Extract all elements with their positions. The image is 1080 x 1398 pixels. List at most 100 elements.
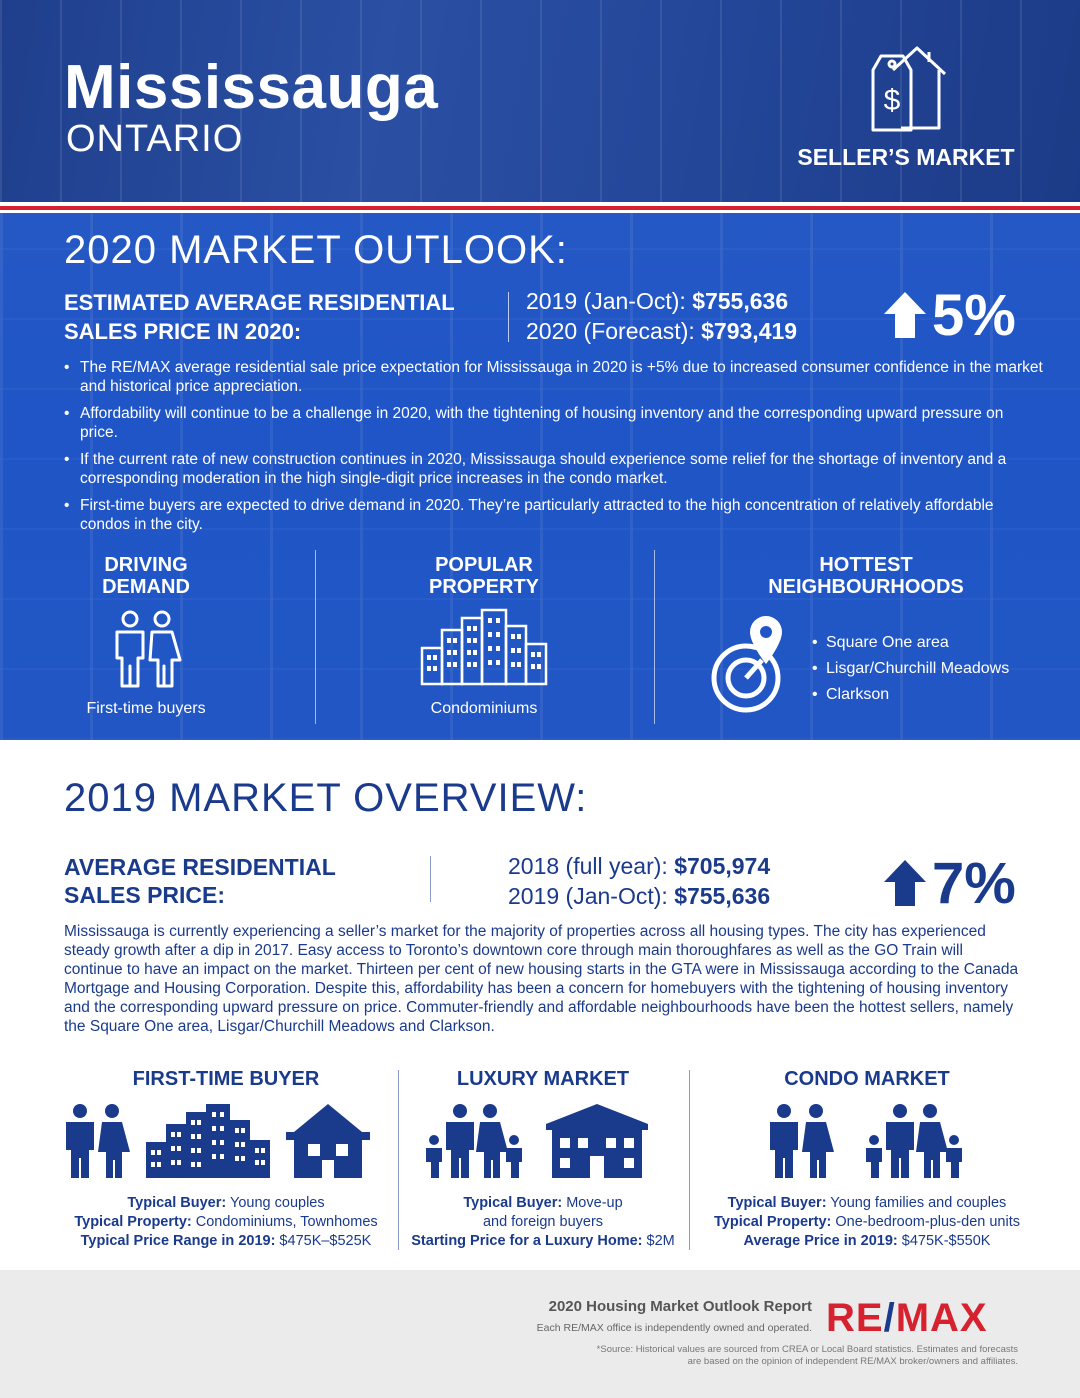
overview-price-2018: 2018 (full year): $705,974: [508, 853, 770, 880]
info-label: Average Price in 2019:: [743, 1233, 898, 1249]
driving-demand-heading-line1: DRIVING: [104, 554, 188, 576]
family-icon: [426, 1104, 522, 1178]
hottest-heading-line2: NEIGHBOURHOODS: [768, 576, 964, 598]
ownership-note: Each RE/MAX office is independently owne…: [536, 1322, 812, 1334]
luxury-house-icon: [546, 1104, 648, 1178]
driving-demand-caption: First-time buyers: [86, 700, 206, 717]
outlook-price-2020-label: 2020 (Forecast):: [526, 318, 702, 344]
outlook-bullet: The RE/MAX average residential sale pric…: [64, 358, 1044, 396]
luxury-typical-buyer-cont: and foreign buyers: [482, 1214, 604, 1230]
price-tag-house-icon: $: [871, 46, 947, 132]
svg-text:$: $: [884, 84, 901, 117]
neighbourhood-item: Clarkson: [812, 686, 1009, 704]
overview-price-2019-label: 2019 (Jan-Oct):: [508, 883, 675, 909]
source-note: *Source: Historical values are sourced f…: [440, 1344, 1018, 1368]
outlook-bullet: First-time buyers are expected to drive …: [64, 496, 1044, 534]
outlook-estimate-label-line1: ESTIMATED AVERAGE RESIDENTIAL: [64, 290, 455, 315]
luxury-market-info: Typical Buyer: Move-up and foreign buyer…: [400, 1194, 686, 1251]
source-note-line2: are based on the opinion of independent …: [687, 1356, 1018, 1367]
header-banner: [0, 0, 1080, 202]
condo-market-info: Typical Buyer: Young families and couple…: [700, 1194, 1034, 1251]
up-arrow-icon: [884, 860, 926, 906]
luxury-market-icons: [426, 1104, 648, 1178]
first-time-buyer-icons: [66, 1104, 370, 1178]
condo-buildings-icon: [420, 608, 548, 686]
first-time-buyer-info: Typical Buyer: Young couples Typical Pro…: [54, 1194, 398, 1251]
header-stripe-white: [0, 202, 1080, 206]
overview-avg-label-line2: SALES PRICE:: [64, 882, 226, 908]
condo-market-icons: [770, 1104, 962, 1178]
hottest-neighbourhoods-list: Square One area Lisgar/Churchill Meadows…: [812, 634, 1009, 712]
driving-demand-heading-line2: DEMAND: [102, 576, 190, 598]
overview-divider: [430, 856, 431, 902]
outlook-divider: [508, 292, 509, 342]
driving-demand-heading: DRIVING DEMAND: [60, 554, 232, 598]
first-time-buyer-price-range: Typical Price Range in 2019: $475K–$525K: [54, 1232, 398, 1251]
overview-price-2019: 2019 (Jan-Oct): $755,636: [508, 883, 770, 910]
info-value: $475K-$550K: [897, 1233, 991, 1249]
info-label: Typical Price Range in 2019:: [80, 1233, 276, 1249]
up-arrow-icon: [884, 292, 926, 338]
luxury-market-heading: LUXURY MARKET: [456, 1068, 630, 1090]
condo-market-heading: CONDO MARKET: [784, 1068, 950, 1090]
outlook-column-divider: [654, 550, 655, 724]
source-note-line1: *Source: Historical values are sourced f…: [596, 1344, 1018, 1355]
city-title: Mississauga: [64, 53, 439, 122]
footer: [0, 1270, 1080, 1398]
overview-avg-label: AVERAGE RESIDENTIAL SALES PRICE:: [64, 853, 336, 909]
popular-property-heading: POPULAR PROPERTY: [398, 554, 570, 598]
popular-property-caption: Condominiums: [430, 700, 538, 717]
luxury-typical-buyer: Typical Buyer: Move-up: [400, 1194, 686, 1213]
outlook-bullet: Affordability will continue to be a chal…: [64, 404, 1044, 442]
info-label: Starting Price for a Luxury Home:: [411, 1233, 643, 1249]
info-label: Typical Buyer:: [463, 1195, 563, 1211]
overview-price-2018-value: $705,974: [674, 853, 771, 879]
outlook-price-2019: 2019 (Jan-Oct): $755,636: [526, 288, 788, 315]
outlook-change-percent: 5%: [932, 283, 1016, 348]
townhouse-icon: [286, 1104, 370, 1178]
info-label: Typical Property:: [714, 1214, 832, 1230]
info-value: One-bedroom-plus-den units: [831, 1214, 1020, 1230]
first-time-buyer-typical-buyer: Typical Buyer: Young couples: [54, 1194, 398, 1213]
market-type-label: SELLER’S MARKET: [797, 144, 1015, 170]
outlook-price-2020-value: $793,419: [701, 318, 798, 344]
info-value: Young couples: [226, 1195, 325, 1211]
location-target-icon: [711, 616, 782, 713]
outlook-price-2019-label: 2019 (Jan-Oct):: [526, 288, 693, 314]
report-title: 2020 Housing Market Outlook Report: [548, 1298, 812, 1315]
luxury-starting-price: Starting Price for a Luxury Home: $2M: [400, 1232, 686, 1251]
overview-price-2019-value: $755,636: [674, 883, 771, 909]
province-title: ONTARIO: [66, 118, 244, 160]
header-stripe-white-2: [0, 210, 1080, 213]
first-time-buyer-heading: FIRST-TIME BUYER: [132, 1068, 320, 1090]
info-value: Young families and couples: [826, 1195, 1007, 1211]
hottest-heading-line1: HOTTEST: [819, 554, 913, 576]
info-value: $2M: [642, 1233, 675, 1249]
outlook-bullet-list: The RE/MAX average residential sale pric…: [64, 358, 1044, 542]
neighbourhood-item: Square One area: [812, 634, 1009, 652]
outlook-column-divider: [315, 550, 316, 724]
popular-property-heading-line2: PROPERTY: [428, 576, 540, 598]
outlook-estimate-label-line2: SALES PRICE IN 2020:: [64, 319, 302, 344]
hottest-neighbourhoods-heading: HOTTEST NEIGHBOURHOODS: [740, 554, 992, 598]
condo-average-price: Average Price in 2019: $475K-$550K: [700, 1232, 1034, 1251]
outlook-price-2019-value: $755,636: [692, 288, 789, 314]
header-stripe-red: [0, 206, 1080, 210]
family-icon: [866, 1104, 962, 1178]
outlook-bullet: If the current rate of new construction …: [64, 450, 1044, 488]
couple-icon: [770, 1104, 834, 1178]
remax-logo: RE/MAX: [826, 1296, 988, 1341]
header-texture: [0, 0, 1080, 202]
outlook-title: 2020 MARKET OUTLOOK:: [64, 228, 568, 272]
info-label: Typical Property:: [74, 1214, 192, 1230]
outlook-price-2020: 2020 (Forecast): $793,419: [526, 318, 797, 345]
info-label: Typical Buyer:: [727, 1195, 827, 1211]
overview-title: 2019 MARKET OVERVIEW:: [64, 776, 588, 820]
info-value: Condominiums, Townhomes: [191, 1214, 378, 1230]
info-value: Move-up: [562, 1195, 623, 1211]
remax-logo-slash: /: [883, 1296, 896, 1340]
condo-typical-property: Typical Property: One-bedroom-plus-den u…: [700, 1213, 1034, 1232]
remax-logo-right: MAX: [895, 1296, 988, 1340]
overview-change-percent: 7%: [932, 851, 1016, 916]
first-time-buyer-typical-property: Typical Property: Condominiums, Townhome…: [54, 1213, 398, 1232]
